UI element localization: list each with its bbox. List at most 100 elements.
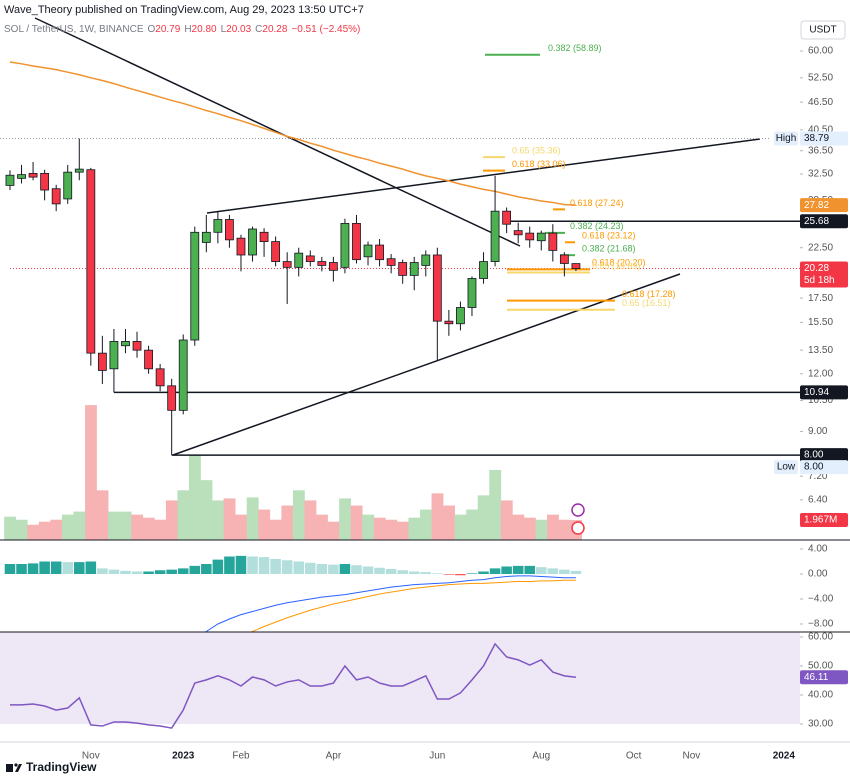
price-tag-label: 10.94 — [804, 387, 829, 398]
volume-area — [327, 521, 340, 540]
x-tick-label: Aug — [532, 751, 550, 762]
candle-body — [444, 320, 454, 325]
candle-body — [490, 210, 500, 262]
macd-histogram-bar — [27, 563, 39, 574]
rsi-pane — [0, 632, 800, 729]
y-tick-label: 30.00 — [808, 719, 833, 730]
macd-histogram-bar — [408, 571, 420, 574]
macd-histogram-bar — [212, 559, 224, 574]
macd-pane — [4, 555, 582, 632]
y-tick-label: −4.00 — [808, 594, 834, 605]
macd-line — [204, 575, 576, 632]
fib-label: 0.618 (27.24) — [570, 198, 624, 208]
volume-area — [362, 514, 375, 540]
event-icon[interactable] — [571, 503, 585, 517]
currency-box[interactable] — [800, 20, 846, 40]
macd-histogram-bar — [154, 570, 166, 574]
trendline — [172, 273, 681, 456]
volume-area — [27, 524, 40, 540]
rsi-line — [9, 642, 577, 729]
price-tag-label: 25.68 — [804, 216, 829, 227]
fib-label: 0.382 (21.68) — [582, 244, 636, 254]
candle-body — [63, 171, 73, 200]
price-tag — [800, 214, 848, 229]
macd-histogram-bar — [270, 559, 281, 574]
macd-histogram-bar — [351, 565, 362, 574]
candle-body — [467, 278, 477, 308]
candle-body — [375, 244, 384, 261]
candle-body — [86, 169, 96, 354]
volume-area — [489, 470, 502, 540]
publisher: Wave_Theory published on TradingView.com… — [4, 4, 364, 16]
marker-box — [774, 131, 798, 146]
macd-histogram-bar — [281, 560, 293, 574]
marker-label: Low — [777, 462, 796, 473]
volume-area — [535, 519, 548, 540]
candle-body — [40, 172, 50, 191]
fib-label: 0.65 (19.89) — [592, 261, 641, 271]
volume-area — [246, 497, 259, 540]
volume-area — [189, 454, 201, 540]
legend-item: 20.79 — [155, 24, 180, 35]
candle-body — [259, 231, 269, 242]
macd-histogram-bar — [224, 556, 235, 574]
volume-area — [142, 517, 155, 540]
y-tick-label: 6.40 — [808, 494, 828, 505]
volume-area — [165, 500, 178, 540]
y-tick-label: 15.50 — [808, 317, 833, 328]
price-tag-label: 46.11 — [804, 672, 829, 683]
volume-area — [50, 519, 63, 540]
price-tag-label: 1.967M — [804, 515, 837, 526]
event-icon[interactable] — [571, 521, 585, 535]
volume-area — [292, 490, 305, 540]
y-tick-label: 50.00 — [808, 661, 833, 672]
volume-area — [408, 517, 421, 540]
price-tag — [800, 131, 848, 146]
trendline — [34, 17, 521, 247]
candle-body — [502, 210, 512, 225]
macd-histogram-bar — [489, 568, 501, 574]
symbol: SOL / TetherUS, 1W, BINANCE — [4, 24, 144, 35]
volume-area — [477, 495, 490, 540]
legend-item: 20.28 — [262, 24, 287, 35]
macd-histogram-bar — [443, 574, 455, 575]
price-tag — [800, 385, 848, 400]
candle-body — [571, 263, 581, 269]
macd-histogram-bar — [235, 555, 247, 574]
fib-label: 0.65 (35.36) — [512, 145, 561, 155]
volume-area — [500, 500, 513, 540]
volume-area — [108, 511, 120, 540]
candle-body — [17, 174, 26, 179]
volume-area — [96, 490, 109, 540]
y-tick-label: 40.50 — [808, 125, 833, 136]
volume-area — [212, 500, 224, 540]
price-tag — [800, 670, 848, 685]
price-tag-label: 8.00 — [804, 450, 824, 461]
fib-label: 0.618 (17.28) — [622, 289, 676, 299]
x-tick-label: 2024 — [773, 751, 796, 762]
macd-histogram-bar — [432, 573, 443, 574]
macd-histogram-bar — [293, 561, 304, 574]
y-tick-label: 52.50 — [808, 72, 833, 83]
price-tag-label: 27.82 — [804, 200, 829, 211]
volume-area — [385, 519, 398, 540]
legend-item: 20.80 — [192, 24, 217, 35]
macd-histogram-bar — [258, 557, 270, 574]
price-tag-label: 8.00 — [804, 462, 824, 473]
candle-body — [132, 341, 142, 351]
volume-area — [85, 405, 97, 540]
y-tick-label: 17.50 — [808, 293, 833, 304]
macd-histogram-bar — [177, 568, 189, 574]
candle-body — [225, 219, 234, 241]
y-tick-label: −8.00 — [808, 619, 834, 630]
fib-label: 0.382 (24.23) — [570, 221, 624, 231]
volume-area — [281, 505, 294, 540]
macd-histogram-bar — [501, 566, 512, 574]
symbol-legend: SOL / TetherUS, 1W, BINANCE O20.79 H20.80 L… — [4, 24, 360, 35]
macd-histogram-bar — [247, 556, 258, 574]
legend-item: L — [221, 24, 227, 35]
marker-label: High — [776, 133, 797, 144]
fib-label: 0.618 (33.06) — [512, 159, 566, 169]
